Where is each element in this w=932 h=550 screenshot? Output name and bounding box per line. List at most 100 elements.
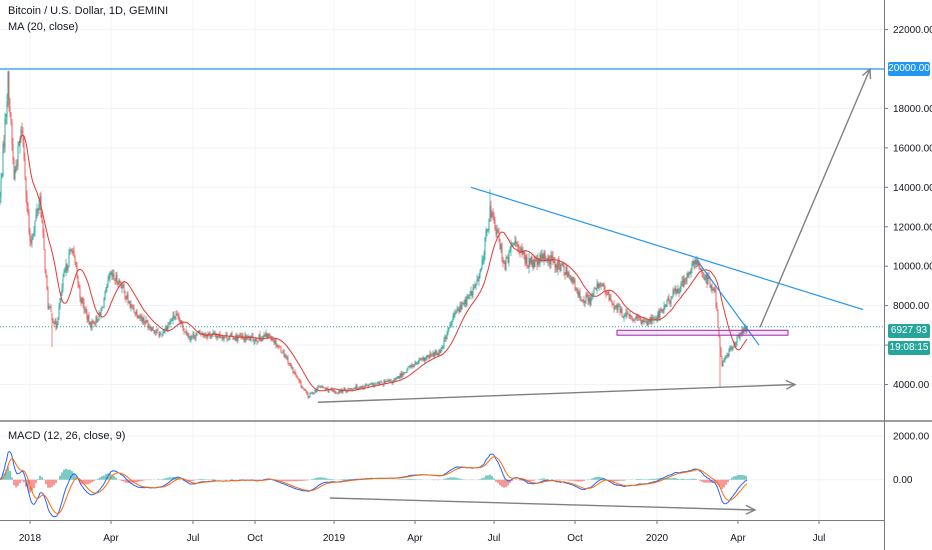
candle-body [572,277,574,283]
candle-body [153,330,155,333]
candle [701,267,703,278]
candle [294,369,296,375]
candle-body [706,275,708,284]
macd-histogram-bar [11,477,13,480]
candle-body [687,274,689,277]
candle-body [111,271,113,277]
candle [237,334,239,343]
candle [687,270,689,278]
candle [685,277,687,285]
candle [552,250,554,266]
candle-body [664,305,666,307]
candle-body [296,376,298,378]
candle-body [466,296,468,306]
macd-histogram-bar [103,475,105,480]
candle [555,263,557,273]
candle-body [611,300,613,305]
candle-body [405,372,407,374]
candle [411,362,413,370]
candle-body [612,304,614,305]
macd-pane[interactable] [0,451,748,518]
candle-body [524,254,526,264]
candle-body [568,272,570,276]
macd-histogram-bar [671,478,673,480]
candle [664,303,666,310]
candle-body [351,389,353,390]
candle [22,126,24,148]
candle-body [159,334,161,337]
drawings-layer[interactable] [0,67,884,515]
candle [414,360,416,366]
candle [54,318,56,325]
candle-body [41,215,43,223]
macd-histogram-bar [175,477,177,480]
macd-histogram-bar [703,479,705,483]
candle-body [678,292,680,294]
candle [368,383,370,387]
candle [18,142,20,147]
candle-body [319,386,321,388]
candle [318,384,320,388]
candle-body [490,205,492,218]
candle [211,333,213,339]
candle [32,233,34,240]
candle [393,378,395,382]
macd-histogram-bar [21,479,23,481]
candle [689,270,691,275]
candle [574,277,576,292]
candle [80,296,82,306]
macd-histogram-bar [593,477,595,480]
candle-body [628,314,630,316]
candle [445,334,447,343]
candle [284,353,286,359]
candle [590,294,592,306]
candle-body [259,334,261,339]
macd-histogram-bar [35,479,37,484]
macd-histogram-bar [615,479,617,482]
candle-body [20,129,22,139]
candle-body [397,376,399,378]
candle-body [526,256,528,266]
candle-body [549,260,551,264]
candle [27,201,29,216]
candle-body [432,352,434,356]
candle [447,327,449,336]
candle-body [384,380,386,383]
candle [47,286,49,311]
candle-body [256,340,258,342]
candle [3,135,5,154]
candle [444,334,446,342]
candle [484,236,486,261]
candle [257,341,259,344]
macd-histogram-bar [679,479,681,480]
candle-body [253,341,255,343]
macd-histogram-bar [137,479,139,483]
candle-body [134,312,136,314]
macd-histogram-bar [575,479,577,482]
candle-body [420,358,422,360]
candle [503,259,505,264]
candle-body [484,237,486,255]
price-pane[interactable] [0,70,748,399]
candle [671,295,673,300]
candle [147,319,149,331]
candle-body [513,243,515,245]
candle-body [264,335,266,337]
candle [123,281,125,294]
candle [49,305,51,309]
candle [116,271,118,285]
candle-body [393,379,395,381]
candle [246,335,248,341]
time-tick-label: 2018 [19,533,42,544]
macd-histogram-bar [743,475,745,480]
macd-histogram-bar [503,479,505,488]
candle-body [75,261,77,267]
candle [742,325,744,336]
candle-body [642,319,644,322]
candle-body [16,164,18,166]
candle-body [720,348,722,357]
macd-histogram-bar [597,476,599,480]
candle-body [619,306,621,313]
candle [419,357,421,362]
